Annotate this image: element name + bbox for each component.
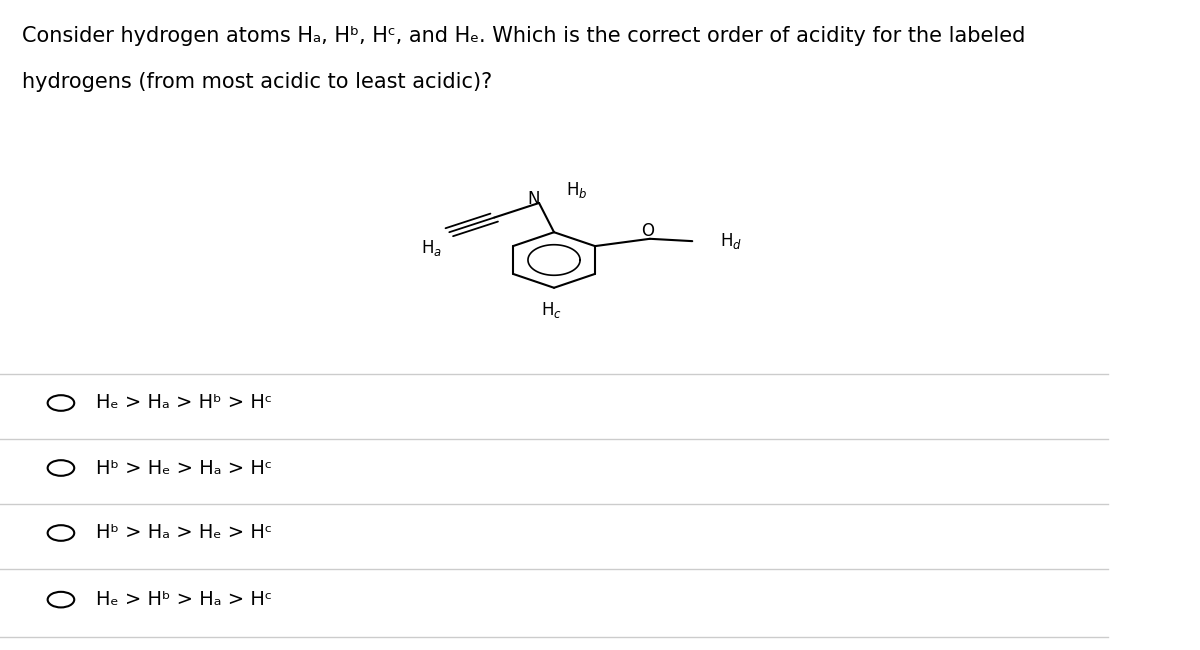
Text: Hᵇ > Hₐ > Hₑ > Hᶜ: Hᵇ > Hₐ > Hₑ > Hᶜ <box>96 523 272 543</box>
Text: Consider hydrogen atoms Hₐ, Hᵇ, Hᶜ, and Hₑ. Which is the correct order of acidit: Consider hydrogen atoms Hₐ, Hᵇ, Hᶜ, and … <box>22 26 1026 46</box>
Text: hydrogens (from most acidic to least acidic)?: hydrogens (from most acidic to least aci… <box>22 72 492 92</box>
Text: Hₑ > Hᵇ > Hₐ > Hᶜ: Hₑ > Hᵇ > Hₐ > Hᶜ <box>96 590 272 609</box>
Text: H$_a$: H$_a$ <box>421 239 443 258</box>
Text: H$_b$: H$_b$ <box>566 180 588 200</box>
Text: Hᵇ > Hₑ > Hₐ > Hᶜ: Hᵇ > Hₑ > Hₐ > Hᶜ <box>96 458 272 478</box>
Text: H$_c$: H$_c$ <box>541 300 562 320</box>
Text: H$_d$: H$_d$ <box>720 231 742 251</box>
Text: Hₑ > Hₐ > Hᵇ > Hᶜ: Hₑ > Hₐ > Hᵇ > Hᶜ <box>96 393 272 413</box>
Text: O: O <box>641 222 654 240</box>
Text: N: N <box>528 190 540 207</box>
